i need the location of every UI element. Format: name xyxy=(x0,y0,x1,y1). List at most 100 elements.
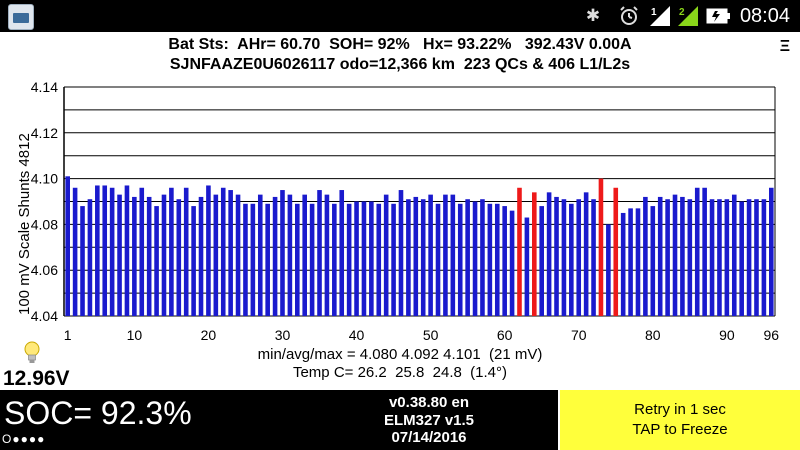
cell-bar xyxy=(354,201,359,316)
cell-bar xyxy=(272,196,278,316)
cell-bar xyxy=(724,199,730,316)
x-tick-label: 96 xyxy=(764,327,780,343)
cell-bar xyxy=(709,199,715,316)
cell-bar xyxy=(524,217,530,316)
cell-bar xyxy=(635,208,641,316)
x-tick-label: 20 xyxy=(201,327,217,343)
cell-bar xyxy=(287,194,293,316)
retry-label: Retry in 1 sec xyxy=(634,401,726,418)
status-bar: ✱ 1 2 08:04 xyxy=(0,0,800,32)
cell-bar xyxy=(702,187,707,316)
cell-bar xyxy=(761,199,767,316)
cell-bar xyxy=(213,194,219,316)
cell-bar xyxy=(198,196,204,316)
cell-bar xyxy=(280,190,285,316)
cell-bar xyxy=(72,187,78,316)
cell-bar xyxy=(583,192,589,316)
cell-bar xyxy=(191,206,196,316)
cell-bar xyxy=(376,203,382,316)
cell-bar xyxy=(443,194,448,316)
cell-bar xyxy=(591,199,596,316)
y-tick-label: 4.10 xyxy=(31,171,58,187)
soc-panel: SOC= 92.3% O●●●● xyxy=(0,390,300,450)
battery-icon xyxy=(706,8,730,24)
app-version: v0.38.80 en xyxy=(388,394,470,411)
signal-1-label: 1 xyxy=(651,7,657,18)
cell-bar xyxy=(620,212,626,316)
y-tick-label: 4.12 xyxy=(31,125,58,141)
cell-bar xyxy=(361,201,367,316)
cell-bar xyxy=(487,203,493,316)
cell-bar xyxy=(435,203,441,316)
cell-bar xyxy=(672,194,678,316)
cell-bar xyxy=(569,203,574,316)
cell-bar xyxy=(494,203,500,316)
cell-bar xyxy=(132,196,137,316)
cell-bar xyxy=(124,185,130,316)
cell-bar xyxy=(539,206,544,316)
cell-bar xyxy=(109,187,115,316)
cell-bar xyxy=(657,196,663,316)
lightbulb-icon[interactable] xyxy=(22,340,42,366)
x-tick-label: 70 xyxy=(571,327,587,343)
app-icon xyxy=(8,4,34,30)
cell-bar xyxy=(332,203,337,316)
retry-freeze-button[interactable]: Retry in 1 sec TAP to Freeze xyxy=(560,390,800,450)
x-tick-label: 50 xyxy=(423,327,439,343)
cell-bar xyxy=(509,210,515,316)
cell-bar xyxy=(517,187,522,316)
cell-bar xyxy=(532,192,537,316)
battery-status-line: Bat Sts: AHr= 60.70 SOH= 92% Hx= 93.22% … xyxy=(168,36,632,53)
cell-bar xyxy=(746,199,752,316)
cell-bar xyxy=(250,203,256,316)
x-tick-label: 10 xyxy=(127,327,143,343)
cell-bar xyxy=(680,196,685,316)
cell-bar xyxy=(80,206,85,316)
cell-bar xyxy=(754,199,759,316)
cell-bar xyxy=(546,192,552,316)
cell-bar xyxy=(413,196,419,316)
cell-bar xyxy=(228,190,233,316)
cell-bar xyxy=(480,199,485,316)
cell-bar xyxy=(717,199,722,316)
x-tick-label: 60 xyxy=(497,327,513,343)
cell-bar xyxy=(257,194,263,316)
cell-bar xyxy=(457,203,463,316)
cell-bar xyxy=(731,194,737,316)
clock: 08:04 xyxy=(739,5,790,27)
cell-bar xyxy=(383,194,389,316)
vehicle-info-line: SJNFAAZE0U6026117 odo=12,366 km 223 QCs … xyxy=(169,56,631,73)
cell-bar xyxy=(102,185,108,316)
date-label: 07/14/2016 xyxy=(391,429,467,446)
cell-bar xyxy=(265,203,270,316)
signal-2-label: 2 xyxy=(679,7,685,18)
menu-icon[interactable]: Ξ xyxy=(779,38,790,55)
cell-bar xyxy=(502,206,507,316)
cell-bar xyxy=(628,208,633,316)
cell-bar xyxy=(576,199,582,316)
cell-bar xyxy=(206,185,211,316)
aux-battery-voltage: 12.96V xyxy=(3,367,70,390)
x-tick-label: 30 xyxy=(275,327,291,343)
x-tick-label: 80 xyxy=(645,327,661,343)
cell-voltage-chart[interactable]: 4.04 4.06 4.08 4.10 4.12 4.14 1 10 20 30 40 50 60 70 8… xyxy=(0,75,800,350)
cell-bar xyxy=(243,203,248,316)
y-tick-label: 4.08 xyxy=(31,216,58,232)
chart-temperature: Temp C= 26.2 25.8 24.8 (1.4°) xyxy=(292,364,508,381)
cell-bar xyxy=(220,187,226,316)
cell-bar xyxy=(309,203,315,316)
bluetooth-icon: ✱ xyxy=(585,6,601,25)
cell-bar xyxy=(428,194,433,316)
freeze-label: TAP to Freeze xyxy=(632,421,728,438)
cell-bar xyxy=(87,199,93,316)
cell-bar xyxy=(606,224,611,316)
cell-bar xyxy=(650,206,656,316)
cell-bar xyxy=(65,176,70,316)
cell-bar xyxy=(598,178,604,316)
cell-bar xyxy=(406,199,411,316)
cell-bar xyxy=(154,206,159,316)
signal-icon: 1 xyxy=(650,6,670,26)
cell-bar xyxy=(346,203,352,316)
cell-bar xyxy=(769,187,774,316)
adapter-version: ELM327 v1.5 xyxy=(383,412,475,429)
